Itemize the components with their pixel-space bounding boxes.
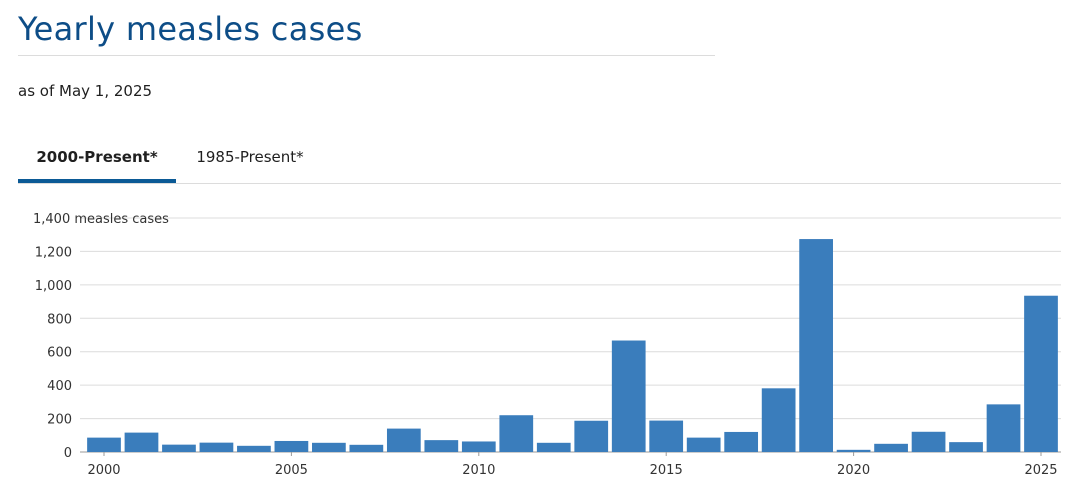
- tab-2000-present[interactable]: 2000-Present*: [18, 140, 176, 184]
- page-title: Yearly measles cases: [18, 10, 363, 48]
- bar-2000: [87, 437, 121, 452]
- bar-2013: [574, 420, 609, 452]
- tab-label: 1985-Present*: [196, 148, 304, 166]
- tabs-divider: [18, 183, 1061, 184]
- bar-2002: [162, 444, 196, 452]
- bar-2004: [237, 445, 271, 452]
- as-of-date: as of May 1, 2025: [18, 82, 153, 100]
- bar-2005: [274, 440, 309, 452]
- bar-2021: [874, 443, 908, 452]
- bar-2017: [724, 431, 759, 452]
- y-tick-label: 200: [47, 413, 72, 428]
- x-tick-label: 2015: [650, 463, 683, 478]
- title-divider: [18, 55, 715, 56]
- tab-bar: 2000-Present* 1985-Present*: [18, 140, 1061, 184]
- bar-2020: [836, 449, 871, 452]
- bar-2024: [986, 404, 1021, 452]
- bar-2008: [386, 428, 421, 452]
- x-tick-label: 2025: [1024, 463, 1057, 478]
- bar-2007: [349, 444, 384, 452]
- y-tick-label: 1,200: [35, 245, 72, 260]
- bar-2022: [911, 431, 946, 452]
- bar-2014: [611, 340, 646, 452]
- bar-2009: [424, 440, 459, 452]
- bar-2025: [1024, 295, 1058, 452]
- bar-2010: [461, 441, 496, 452]
- x-tick-label: 2020: [837, 463, 870, 478]
- bar-2001: [124, 432, 159, 452]
- x-tick-label: 2010: [462, 463, 495, 478]
- y-tick-label: 1,000: [35, 279, 72, 294]
- x-tick-label: 2000: [87, 463, 120, 478]
- bar-2018: [761, 388, 796, 452]
- tab-label: 2000-Present*: [36, 148, 158, 166]
- bar-2019: [799, 239, 833, 452]
- y-tick-label: 800: [47, 312, 72, 327]
- active-tab-indicator: [18, 179, 176, 184]
- bar-2015: [649, 420, 684, 452]
- bar-2011: [499, 415, 534, 452]
- bar-2012: [536, 442, 571, 452]
- bar-2023: [949, 442, 983, 452]
- bar-2016: [686, 437, 721, 452]
- y-tick-label: 400: [47, 379, 72, 394]
- measles-bar-chart: 0 200 400 600 800 1,000 1,200 1,400 measles cas…: [33, 212, 1061, 478]
- bar-2003: [199, 442, 234, 452]
- bar-2006: [312, 442, 346, 452]
- tab-1985-present[interactable]: 1985-Present*: [176, 140, 324, 180]
- y-tick-label: 1,400 measles cases: [33, 212, 169, 227]
- y-tick-label: 600: [47, 346, 72, 361]
- x-tick-label: 2005: [275, 463, 308, 478]
- y-tick-label: 0: [64, 446, 72, 461]
